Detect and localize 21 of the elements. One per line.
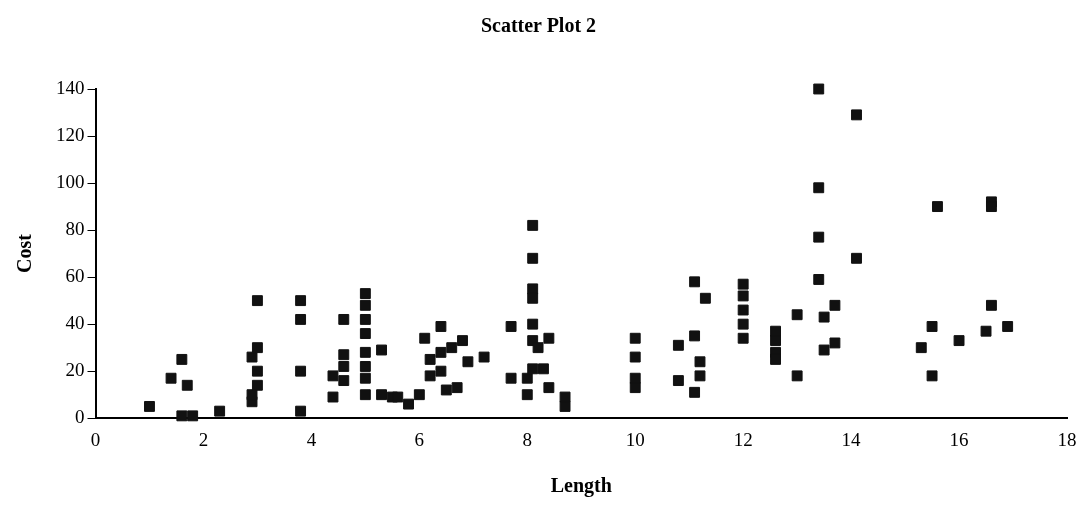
x-tick-label: 0	[90, 428, 101, 450]
y-tick-label: 80	[65, 218, 85, 240]
y-tick-label: 120	[56, 124, 85, 146]
y-tick-label: 140	[56, 76, 85, 98]
x-tick-label: 6	[414, 428, 425, 450]
chart-title: Scatter Plot 2	[480, 14, 597, 37]
x-tick-label: 12	[733, 428, 753, 450]
x-tick-label: 14	[841, 428, 862, 450]
y-tick-label: 20	[65, 359, 85, 381]
x-tick-label: 18	[1057, 428, 1077, 450]
x-tick-label: 16	[949, 428, 969, 450]
x-tick-label: 4	[306, 428, 317, 450]
y-axis-title: Cost	[13, 233, 36, 274]
y-tick-label: 60	[65, 265, 85, 287]
x-tick-label: 10	[625, 428, 645, 450]
y-tick-label: 0	[75, 406, 85, 428]
x-tick-label: 2	[198, 428, 209, 450]
x-axis-title: Length	[550, 474, 612, 498]
x-tick-label: 8	[522, 428, 533, 450]
y-tick-label: 40	[65, 312, 85, 334]
y-tick-label: 100	[56, 171, 85, 193]
